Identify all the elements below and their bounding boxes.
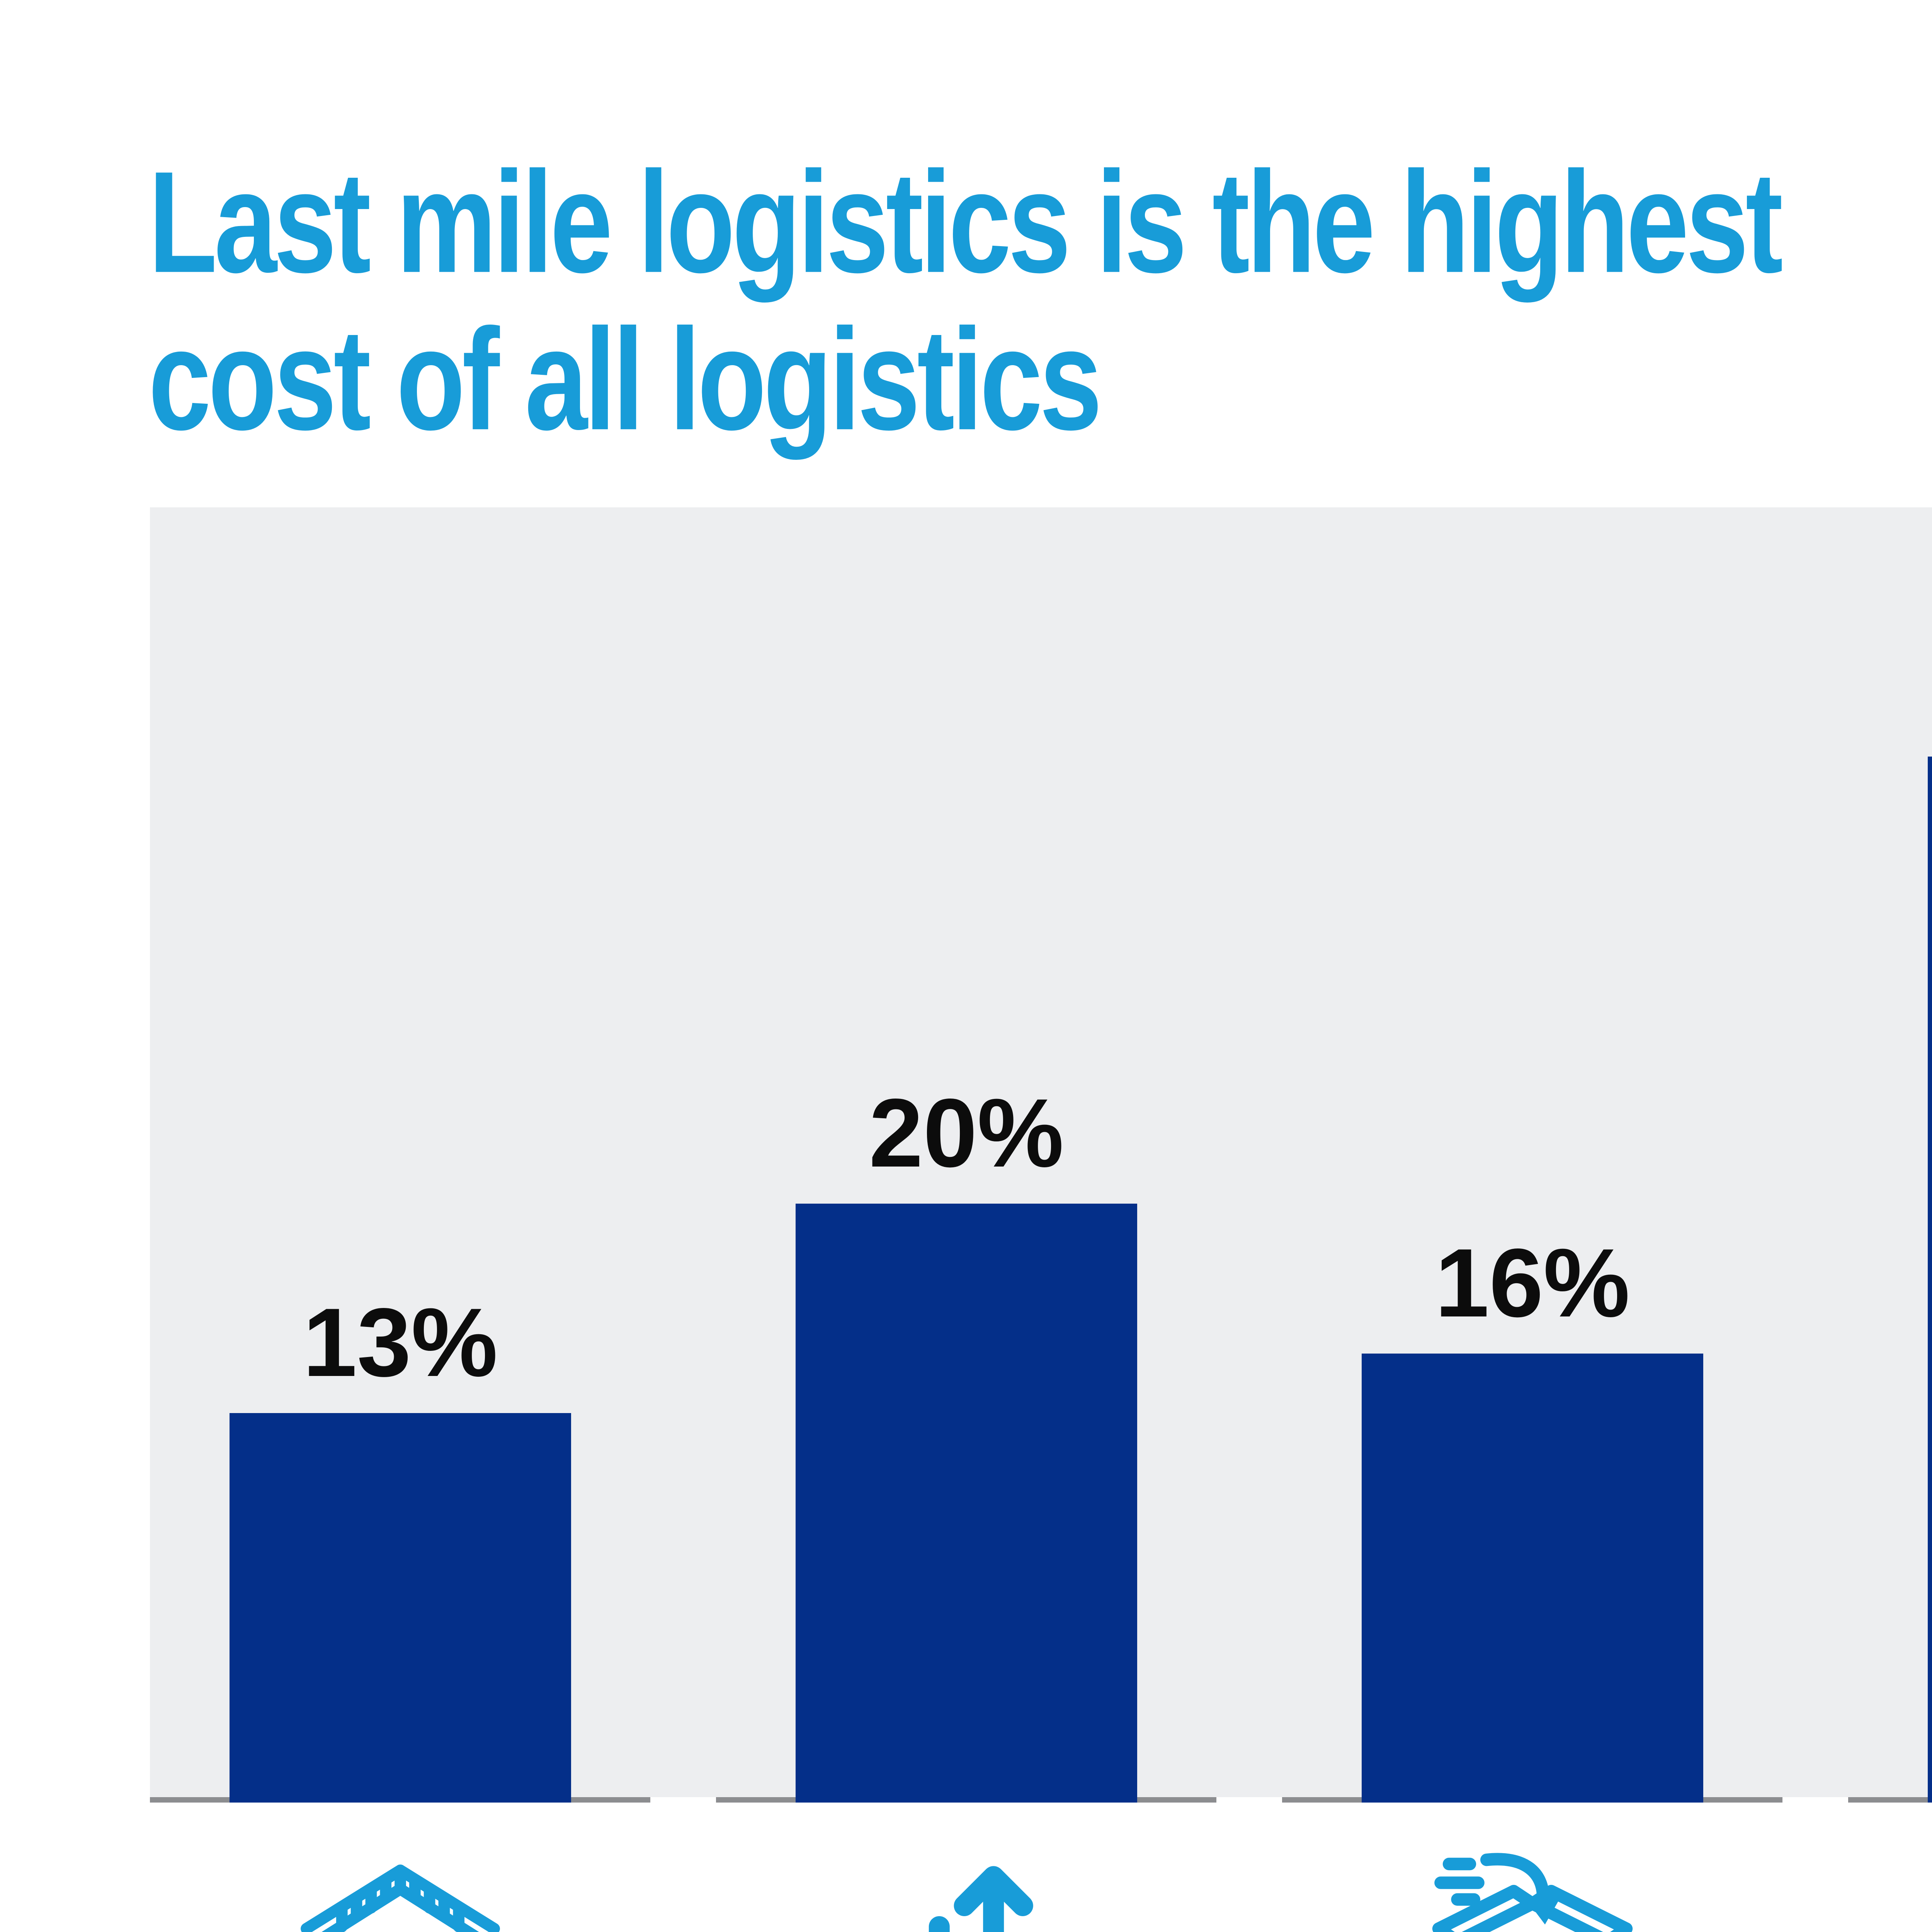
packaging-box-icon [1428,1843,1637,1932]
page-title: Last mile logistics is the highest cost … [148,141,1783,460]
value-label: 13% [303,1288,498,1397]
page-title-line2: cost of all logistics [148,298,1102,460]
value-label: 20% [869,1079,1064,1187]
sorting-arrows-icon [862,1843,1071,1932]
bar-sorting [796,1204,1137,1803]
bar-warehousing [230,1413,571,1803]
warehouse-icon [296,1843,505,1932]
value-label: 41% [1816,638,1932,735]
value-label: 16% [1435,1229,1630,1337]
x-axis-segment [1848,1797,1932,1803]
bar-packaging [1362,1354,1703,1803]
bar-last-mile [1928,757,1932,1803]
page-title-line1: Last mile logistics is the highest [148,141,1783,303]
